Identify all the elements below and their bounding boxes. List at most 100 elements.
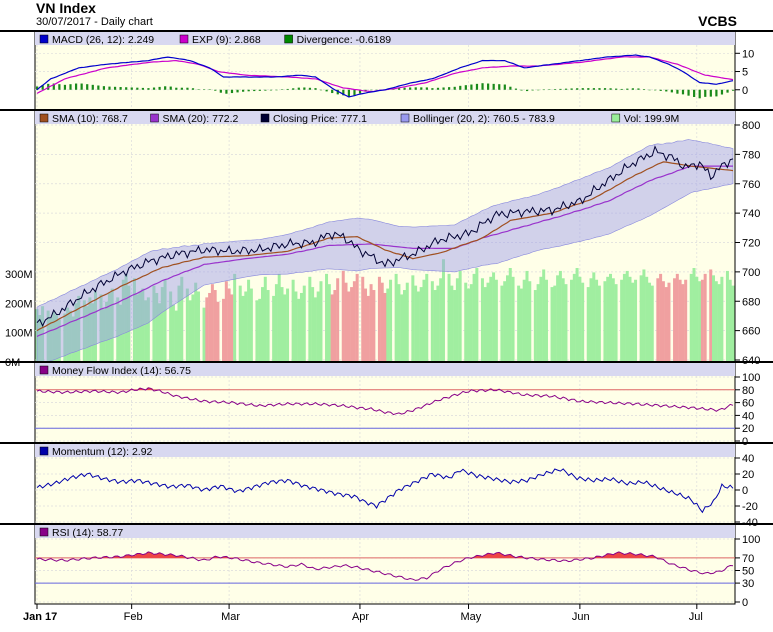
volume-bar — [227, 288, 231, 362]
volume-bar — [230, 294, 234, 362]
divergence-bar — [97, 85, 100, 90]
volume-bar — [241, 295, 245, 362]
divergence-bar — [242, 89, 245, 92]
volume-bar — [283, 294, 287, 362]
volume-bar — [620, 279, 624, 362]
volume-bar — [709, 269, 713, 362]
divergence-bar — [203, 89, 206, 90]
panel-0-tick-label-2: 0 — [742, 85, 748, 97]
divergence-bar — [542, 89, 545, 91]
legend-label-3-0: Momentum (12): 2.92 — [52, 446, 153, 458]
legend-swatch-2-0 — [39, 365, 49, 375]
volume-bar — [553, 285, 557, 362]
divergence-bar — [648, 89, 651, 91]
divergence-bar — [58, 84, 61, 90]
panel-3-legend-bar — [35, 444, 735, 457]
volume-bar — [266, 290, 270, 362]
x-axis-label-2: Mar — [221, 611, 240, 623]
divergence-bar — [498, 84, 501, 90]
volume-bar — [581, 282, 585, 362]
panel-3-plot-area — [34, 443, 736, 525]
volume-bar — [550, 287, 554, 362]
panel-1-tick-label-2: 760 — [742, 179, 760, 191]
volume-bar — [684, 279, 688, 362]
volume-bar — [216, 301, 220, 362]
volume-bar — [664, 287, 668, 362]
divergence-bar — [726, 89, 729, 93]
panel-4-tick-label-2: 50 — [742, 566, 754, 578]
x-axis-label-4: May — [461, 611, 482, 623]
legend-swatch-1-1 — [150, 113, 159, 123]
volume-bar — [74, 303, 78, 362]
divergence-bar — [642, 89, 646, 90]
volume-bar — [480, 278, 484, 362]
divergence-bar — [258, 89, 261, 91]
panel-2-tick-label-2: 60 — [742, 398, 754, 410]
volume-bar — [160, 287, 164, 362]
divergence-bar — [63, 84, 67, 90]
volume-bar — [536, 284, 540, 362]
panel-2-legend-bar — [35, 363, 735, 376]
legend-swatch-0-2 — [284, 34, 293, 44]
volume-bar — [132, 278, 136, 362]
panel-1-tick-label-0: 800 — [742, 120, 760, 132]
divergence-bar — [698, 89, 701, 99]
volume-bar — [455, 278, 459, 362]
divergence-bar — [214, 89, 217, 91]
volume-bar — [439, 278, 443, 362]
divergence-bar — [403, 87, 406, 90]
volume-bar — [400, 294, 404, 362]
divergence-bar — [436, 87, 440, 90]
divergence-bar — [693, 89, 696, 97]
volume-bar — [659, 273, 663, 362]
panel-4-legend-bar — [35, 525, 735, 538]
volume-bar — [54, 315, 58, 362]
divergence-bar — [564, 88, 568, 90]
volume-bar — [99, 294, 103, 362]
volume-bar — [522, 279, 526, 362]
volume-bar — [66, 307, 70, 362]
divergence-bar — [676, 89, 679, 94]
legend-swatch-3-0 — [39, 446, 49, 456]
divergence-bar — [86, 84, 89, 90]
volume-bar — [274, 284, 278, 362]
legend-swatch-1-2 — [260, 113, 270, 123]
volume-bar — [177, 285, 181, 362]
divergence-bar — [670, 89, 673, 93]
divergence-bar — [659, 89, 662, 91]
volume-bar — [121, 279, 125, 362]
divergence-bar — [325, 89, 328, 92]
volume-bar — [202, 307, 206, 362]
divergence-bar — [52, 83, 55, 90]
divergence-bar — [598, 88, 601, 90]
volume-bar — [380, 282, 384, 362]
divergence-bar — [342, 89, 345, 96]
divergence-bar — [637, 88, 640, 90]
divergence-bar — [720, 89, 724, 95]
divergence-bar — [576, 88, 579, 90]
volume-bar — [642, 269, 646, 362]
x-axis-label-1: Feb — [124, 611, 143, 623]
volume-bar — [673, 278, 677, 362]
divergence-bar — [425, 87, 428, 90]
divergence-bar — [397, 88, 401, 90]
divergence-bar — [186, 87, 189, 90]
legend-label-1-2: Closing Price: 777.1 — [273, 113, 367, 125]
volume-bar — [631, 282, 635, 362]
legend-swatch-0-0 — [39, 34, 49, 44]
divergence-bar — [319, 89, 323, 91]
divergence-bar — [453, 86, 456, 90]
volume-bar — [196, 291, 200, 362]
volume-bar — [124, 273, 128, 362]
volume-bar — [712, 275, 716, 362]
legend-label-1-1: SMA (20): 772.2 — [163, 113, 239, 125]
volume-bar — [208, 292, 212, 362]
divergence-bar — [492, 83, 495, 90]
divergence-bar — [615, 88, 618, 90]
volume-bar — [185, 288, 189, 362]
volume-bar — [247, 279, 251, 362]
divergence-bar — [264, 89, 267, 91]
volume-bar — [347, 291, 351, 362]
divergence-bar — [280, 89, 284, 90]
divergence-bar — [481, 83, 484, 90]
